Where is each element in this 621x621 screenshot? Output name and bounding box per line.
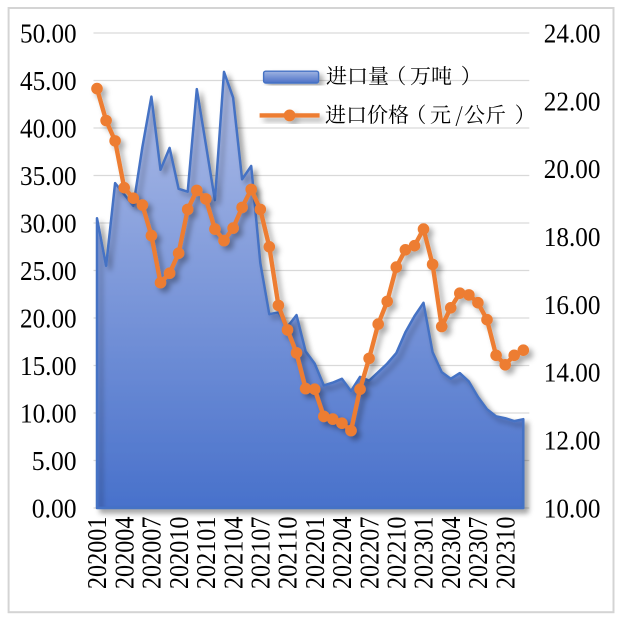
svg-text:202304: 202304 xyxy=(436,516,466,589)
svg-text:202010: 202010 xyxy=(164,517,194,590)
svg-text:202310: 202310 xyxy=(490,517,520,590)
svg-text:202204: 202204 xyxy=(327,516,357,589)
svg-text:202307: 202307 xyxy=(463,517,493,590)
svg-text:202001: 202001 xyxy=(82,517,112,590)
svg-text:202104: 202104 xyxy=(218,516,248,589)
svg-text:30.00: 30.00 xyxy=(20,208,77,238)
svg-text:22.00: 22.00 xyxy=(544,86,601,116)
svg-text:10.00: 10.00 xyxy=(544,493,601,523)
svg-text:15.00: 15.00 xyxy=(20,351,77,381)
svg-text:40.00: 40.00 xyxy=(20,113,77,143)
svg-text:202101: 202101 xyxy=(191,517,221,590)
svg-text:20.00: 20.00 xyxy=(544,154,601,184)
svg-text:202110: 202110 xyxy=(273,517,303,590)
svg-text:5.00: 5.00 xyxy=(32,446,77,476)
svg-text:16.00: 16.00 xyxy=(544,290,601,320)
svg-text:202301: 202301 xyxy=(409,517,439,590)
svg-text:14.00: 14.00 xyxy=(544,358,601,388)
svg-text:202210: 202210 xyxy=(382,517,412,590)
svg-text:202201: 202201 xyxy=(300,517,330,590)
svg-text:20.00: 20.00 xyxy=(20,303,77,333)
svg-text:202007: 202007 xyxy=(137,517,167,590)
svg-text:10.00: 10.00 xyxy=(20,398,77,428)
svg-text:45.00: 45.00 xyxy=(20,66,77,96)
svg-text:35.00: 35.00 xyxy=(20,161,77,191)
svg-text:50.00: 50.00 xyxy=(20,18,77,48)
svg-text:202107: 202107 xyxy=(246,517,276,590)
svg-text:12.00: 12.00 xyxy=(544,426,601,456)
svg-text:202004: 202004 xyxy=(109,516,139,589)
svg-text:0.00: 0.00 xyxy=(32,493,77,523)
svg-text:202207: 202207 xyxy=(354,517,384,590)
svg-text:25.00: 25.00 xyxy=(20,256,77,286)
svg-text:18.00: 18.00 xyxy=(544,222,601,252)
svg-text:24.00: 24.00 xyxy=(544,18,601,48)
